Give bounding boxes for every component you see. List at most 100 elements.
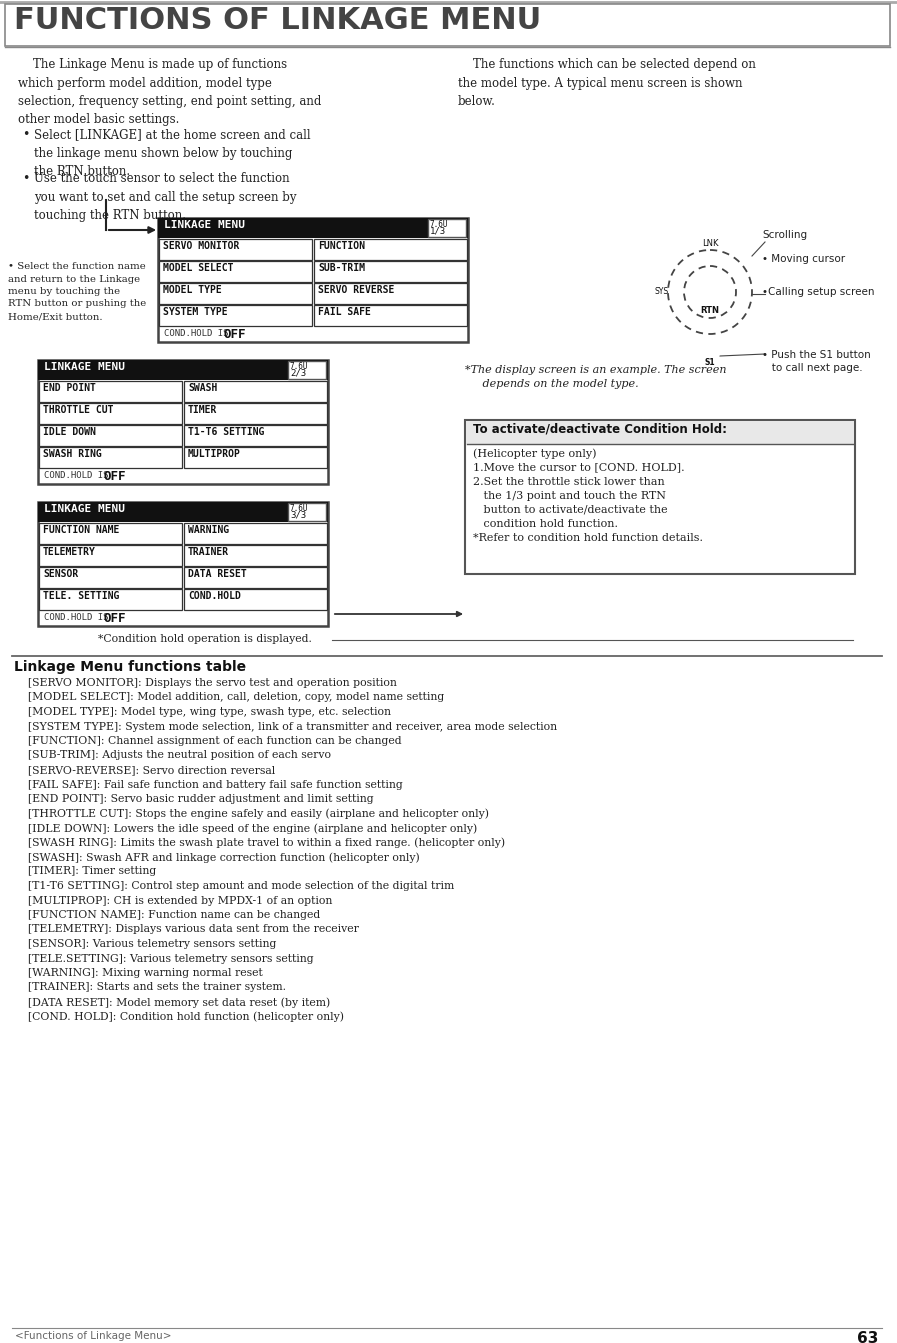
Text: LINKAGE MENU: LINKAGE MENU [44,363,125,372]
Text: [TIMER]: Timer setting: [TIMER]: Timer setting [28,866,156,877]
Text: [T1-T6 SETTING]: Control step amount and mode selection of the digital trim: [T1-T6 SETTING]: Control step amount and… [28,881,454,890]
Circle shape [694,277,726,308]
Text: 7.6U: 7.6U [290,504,309,513]
Bar [158,218,468,342]
Text: •: • [22,128,30,141]
Text: LINKAGE MENU: LINKAGE MENU [164,220,245,230]
Text: MODEL TYPE: MODEL TYPE [163,285,222,295]
Bar [466,420,854,445]
Bar [314,283,467,304]
Text: [IDLE DOWN]: Lowers the idle speed of the engine (airplane and helicopter only): [IDLE DOWN]: Lowers the idle speed of th… [28,823,477,834]
Text: • Push the S1 button
   to call next page.: • Push the S1 button to call next page. [762,351,871,373]
Bar [184,424,327,446]
Text: LNK: LNK [701,239,718,248]
Text: •: • [22,172,30,185]
Text: LINKAGE MENU: LINKAGE MENU [44,504,125,514]
Text: • Moving cursor: • Moving cursor [762,254,845,265]
Text: Select [LINKAGE] at the home screen and call
the linkage menu shown below by tou: Select [LINKAGE] at the home screen and … [34,128,310,179]
Text: [END POINT]: Servo basic rudder adjustment and limit setting: [END POINT]: Servo basic rudder adjustme… [28,794,374,804]
Text: OFF: OFF [223,328,247,341]
Text: FUNCTION NAME: FUNCTION NAME [43,525,119,535]
Text: SYSTEM TYPE: SYSTEM TYPE [163,308,228,317]
Text: RTN: RTN [701,306,719,316]
Bar [428,219,466,236]
Text: [DATA RESET]: Model memory set data reset (by item): [DATA RESET]: Model memory set data rese… [28,997,330,1007]
Text: OFF: OFF [104,470,126,483]
Text: •Calling setup screen: •Calling setup screen [762,287,875,297]
Text: [MULTIPROP]: CH is extended by MPDX-1 of an option: [MULTIPROP]: CH is extended by MPDX-1 of… [28,896,333,905]
Bar [184,522,327,544]
Bar [288,361,326,379]
Text: [THROTTLE CUT]: Stops the engine safely and easily (airplane and helicopter only: [THROTTLE CUT]: Stops the engine safely … [28,808,489,819]
Text: COND.HOLD IS: COND.HOLD IS [164,329,234,338]
Bar [184,447,327,467]
Text: To activate/deactivate Condition Hold:: To activate/deactivate Condition Hold: [473,423,727,436]
Text: [COND. HOLD]: Condition hold function (helicopter only): [COND. HOLD]: Condition hold function (h… [28,1011,344,1022]
Text: COND.HOLD IS: COND.HOLD IS [44,612,114,622]
Bar [314,239,467,261]
Text: MULTIPROP: MULTIPROP [188,449,241,459]
Text: SENSOR: SENSOR [43,569,78,579]
Text: [TELE.SETTING]: Various telemetry sensors setting: [TELE.SETTING]: Various telemetry sensor… [28,954,314,963]
Text: [SERVO MONITOR]: Displays the servo test and operation position: [SERVO MONITOR]: Displays the servo test… [28,678,396,688]
Bar [39,567,182,588]
Text: [MODEL SELECT]: Model addition, call, deletion, copy, model name setting: [MODEL SELECT]: Model addition, call, de… [28,693,444,702]
Text: 3/3: 3/3 [290,510,306,520]
Text: TELEMETRY: TELEMETRY [43,547,96,557]
Text: END POINT: END POINT [43,383,96,393]
Text: 7.6U: 7.6U [430,220,448,230]
Bar [39,590,182,610]
Text: Linkage Menu functions table: Linkage Menu functions table [14,659,246,674]
Bar [314,305,467,326]
Text: [TRAINER]: Starts and sets the trainer system.: [TRAINER]: Starts and sets the trainer s… [28,983,286,992]
Text: FUNCTIONS OF LINKAGE MENU: FUNCTIONS OF LINKAGE MENU [14,5,541,35]
Text: OFF: OFF [104,612,126,624]
Text: WARNING: WARNING [188,525,229,535]
Text: [SWASH RING]: Limits the swash plate travel to within a fixed range. (helicopter: [SWASH RING]: Limits the swash plate tra… [28,838,505,847]
Circle shape [700,340,720,360]
Text: [FAIL SAFE]: Fail safe function and battery fail safe function setting: [FAIL SAFE]: Fail safe function and batt… [28,779,403,790]
Text: [SERVO-REVERSE]: Servo direction reversal: [SERVO-REVERSE]: Servo direction reversa… [28,766,275,775]
Bar [39,403,182,424]
Text: <Functions of Linkage Menu>: <Functions of Linkage Menu> [15,1331,171,1342]
Text: THROTTLE CUT: THROTTLE CUT [43,406,114,415]
Text: SUB-TRIM: SUB-TRIM [318,263,365,273]
Text: [FUNCTION NAME]: Function name can be changed: [FUNCTION NAME]: Function name can be ch… [28,911,320,920]
Text: SERVO REVERSE: SERVO REVERSE [318,285,395,295]
Bar [184,590,327,610]
Text: MODEL SELECT: MODEL SELECT [163,263,233,273]
Text: SWASH: SWASH [188,383,217,393]
Text: *The display screen is an example. The screen
     depends on the model type.: *The display screen is an example. The s… [465,365,727,389]
Text: S1: S1 [705,359,715,367]
Text: [FUNCTION]: Channel assignment of each function can be changed: [FUNCTION]: Channel assignment of each f… [28,736,402,745]
Text: FAIL SAFE: FAIL SAFE [318,308,370,317]
Bar [184,545,327,565]
Text: *Condition hold operation is displayed.: *Condition hold operation is displayed. [98,634,312,645]
Bar [158,218,468,238]
Text: [SENSOR]: Various telemetry sensors setting: [SENSOR]: Various telemetry sensors sett… [28,939,276,950]
Text: Use the touch sensor to select the function
you want to set and call the setup s: Use the touch sensor to select the funct… [34,172,297,222]
Bar [38,502,328,522]
Bar [159,239,312,261]
Bar [5,4,890,46]
Text: [TELEMETRY]: Displays various data sent from the receiver: [TELEMETRY]: Displays various data sent … [28,924,359,935]
Bar [159,283,312,304]
Bar [184,403,327,424]
Text: [SYSTEM TYPE]: System mode selection, link of a transmitter and receiver, area m: [SYSTEM TYPE]: System mode selection, li… [28,721,557,732]
Text: The functions which can be selected depend on
the model type. A typical menu scr: The functions which can be selected depe… [458,58,756,107]
Text: 2/3: 2/3 [290,369,306,377]
Bar [38,360,328,483]
Text: [WARNING]: Mixing warning normal reset: [WARNING]: Mixing warning normal reset [28,968,263,978]
Bar [39,522,182,544]
Bar [159,261,312,282]
Text: The Linkage Menu is made up of functions
which perform model addition, model typ: The Linkage Menu is made up of functions… [18,58,321,126]
Bar [314,261,467,282]
Text: 63: 63 [857,1331,878,1343]
Text: COND.HOLD: COND.HOLD [188,591,241,602]
Bar [39,424,182,446]
Text: IDLE DOWN: IDLE DOWN [43,427,96,436]
Bar [38,502,328,626]
Bar [39,447,182,467]
Text: SWASH RING: SWASH RING [43,449,101,459]
Text: TELE. SETTING: TELE. SETTING [43,591,119,602]
